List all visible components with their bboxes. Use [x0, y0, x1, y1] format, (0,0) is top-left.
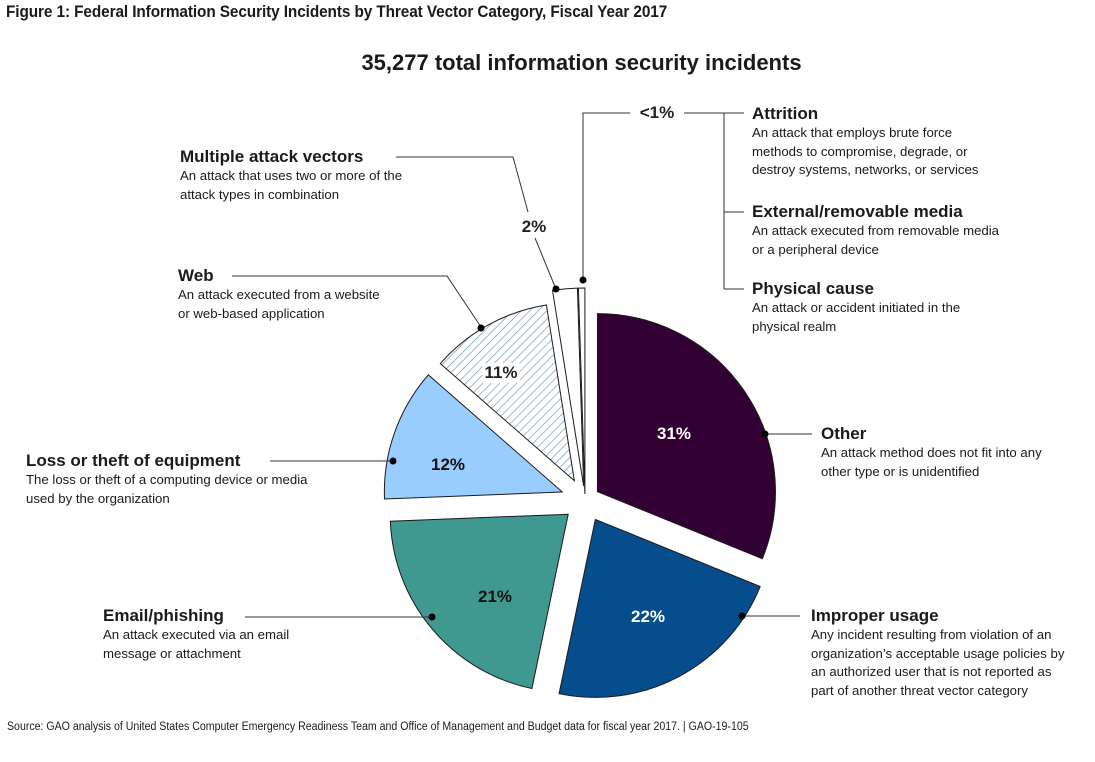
pie-slice-other: [596, 313, 776, 560]
dot-loss: [389, 457, 397, 465]
label-external: External/removable media An attack execu…: [752, 202, 999, 259]
label-improper-name: Improper usage: [811, 606, 939, 625]
label-email-name: Email/phishing: [103, 606, 224, 625]
label-external-desc: An attack executed from removable media o…: [752, 223, 1000, 257]
label-web-name: Web: [178, 266, 214, 285]
pct-label-improper: 22%: [630, 607, 666, 626]
pct-label-small: <1%: [639, 103, 675, 122]
pct-label-email: 21%: [477, 587, 513, 606]
pct-label-web: 11%: [482, 363, 520, 383]
label-improper-desc: Any incident resulting from violation of…: [811, 627, 1065, 698]
pie-slice-web: [439, 304, 576, 483]
dot-other: [761, 430, 769, 438]
label-other-name: Other: [821, 424, 867, 443]
label-attrition-name: Attrition: [752, 104, 819, 123]
pie-slice-email-phishing: [389, 513, 569, 690]
label-improper: Improper usage Any incident resulting fr…: [811, 606, 1064, 700]
leader-multiple: [396, 156, 529, 213]
label-external-name: External/removable media: [752, 202, 963, 221]
leader-lines: [232, 112, 812, 618]
label-physical-name: Physical cause: [752, 279, 874, 298]
leader-multiple-lower: [534, 237, 557, 290]
label-multiple-name: Multiple attack vectors: [180, 147, 364, 166]
label-multiple-desc: An attack that uses two or more of the at…: [180, 168, 403, 202]
figure-title: Figure 1: Federal Information Security I…: [6, 3, 668, 21]
pct-label-multiple: 2%: [521, 217, 547, 236]
label-email-desc: An attack executed via an email message o…: [103, 627, 290, 661]
chart-subtitle: 35,277 total information security incide…: [0, 50, 1095, 76]
label-email: Email/phishing An attack executed via an…: [103, 606, 289, 663]
dot-small: [579, 276, 587, 284]
pie-slice-multiple-attack-vectors: [551, 287, 585, 487]
pie-slice-improper-usage: [558, 518, 761, 698]
label-other: Other An attack method does not fit into…: [821, 424, 1042, 481]
chart-subtitle-text: 35,277 total information security incide…: [361, 50, 802, 75]
label-web-desc: An attack executed from a website or web-…: [178, 287, 380, 321]
leader-small: [582, 112, 630, 280]
pie-slice-loss-or-theft-of-equipment: [383, 374, 564, 500]
label-other-desc: An attack method does not fit into any ot…: [821, 445, 1042, 479]
label-multiple: Multiple attack vectors An attack that u…: [180, 147, 402, 204]
label-attrition-desc: An attack that employs brute force method…: [752, 125, 979, 177]
label-loss-name: Loss or theft of equipment: [26, 451, 241, 470]
label-physical-desc: An attack or accident initiated in the ph…: [752, 300, 961, 334]
label-attrition: Attrition An attack that employs brute f…: [752, 104, 978, 180]
pie-slices: [383, 287, 776, 698]
dot-web: [477, 324, 485, 332]
label-web: Web An attack executed from a website or …: [178, 266, 380, 323]
source-note: Source: GAO analysis of United States Co…: [7, 721, 749, 733]
dot-improper: [738, 612, 746, 620]
label-physical: Physical cause An attack or accident ini…: [752, 279, 960, 336]
label-loss-desc: The loss or theft of a computing device …: [26, 472, 308, 506]
pie-slice-attrition-external-removable-media-physical-cause: [577, 287, 586, 495]
label-loss: Loss or theft of equipment The loss or t…: [26, 451, 307, 508]
pct-label-loss: 12%: [430, 455, 466, 474]
dot-email: [428, 613, 436, 621]
pct-label-other: 31%: [656, 424, 692, 443]
dot-multiple: [552, 285, 560, 293]
leader-web: [232, 275, 482, 328]
